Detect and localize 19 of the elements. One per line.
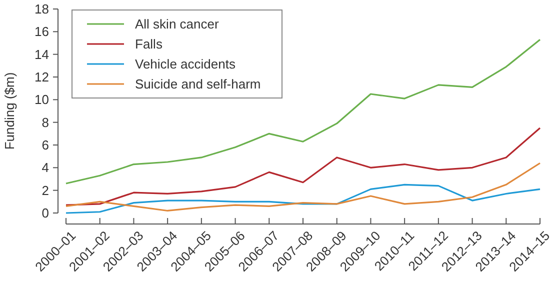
y-tick-label: 18 (34, 2, 49, 17)
y-tick-label: 0 (42, 206, 49, 221)
y-tick-label: 6 (42, 138, 49, 153)
legend-label: Falls (135, 36, 163, 52)
legend-label: Vehicle accidents (135, 56, 236, 72)
y-tick-label: 16 (34, 24, 49, 40)
y-tick-label: 2 (42, 182, 49, 198)
legend-label: Suicide and self-harm (135, 76, 261, 92)
y-tick-label: 12 (34, 70, 49, 85)
y-tick-label: 10 (34, 92, 49, 108)
y-tick-label: 8 (42, 114, 49, 130)
legend-label: All skin cancer (135, 16, 220, 32)
line-series (65, 162, 541, 212)
y-tick-label: 4 (42, 160, 49, 176)
y-tick-label: 14 (34, 46, 49, 62)
y-axis-title: Funding ($m) (2, 72, 17, 150)
line-series (65, 184, 541, 214)
line-series (65, 38, 541, 184)
line-series (65, 127, 541, 206)
